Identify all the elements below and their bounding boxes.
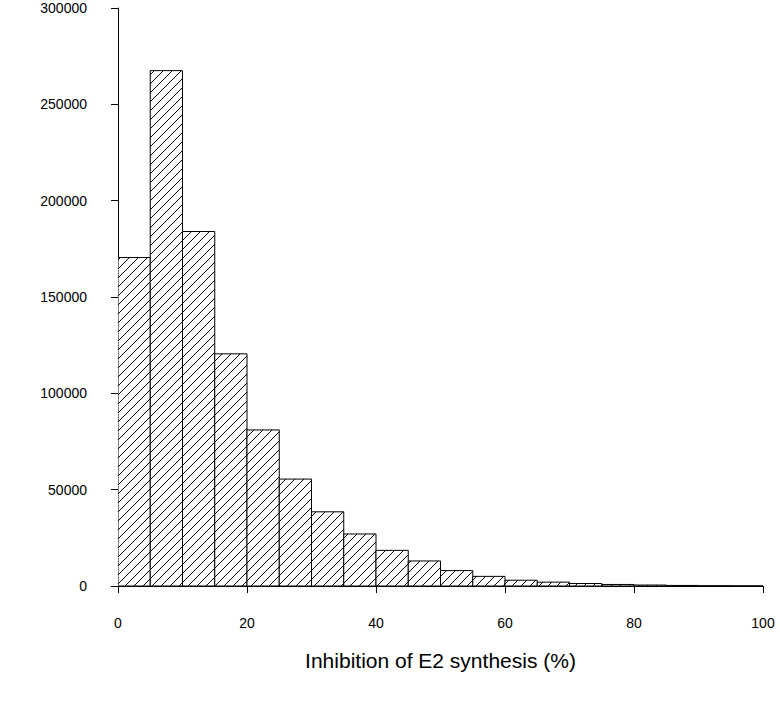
svg-text:80: 80 — [626, 615, 642, 631]
svg-text:100: 100 — [751, 615, 775, 631]
svg-text:60: 60 — [497, 615, 513, 631]
svg-text:50000: 50000 — [48, 482, 87, 498]
svg-text:Inhibition of E2 synthesis (%): Inhibition of E2 synthesis (%) — [305, 649, 576, 672]
svg-text:200000: 200000 — [40, 193, 87, 209]
svg-text:150000: 150000 — [40, 289, 87, 305]
svg-text:20: 20 — [239, 615, 255, 631]
svg-text:300000: 300000 — [40, 0, 87, 16]
svg-text:40: 40 — [368, 615, 384, 631]
svg-text:250000: 250000 — [40, 96, 87, 112]
svg-text:100000: 100000 — [40, 385, 87, 401]
svg-text:0: 0 — [114, 615, 122, 631]
svg-text:0: 0 — [79, 578, 87, 594]
